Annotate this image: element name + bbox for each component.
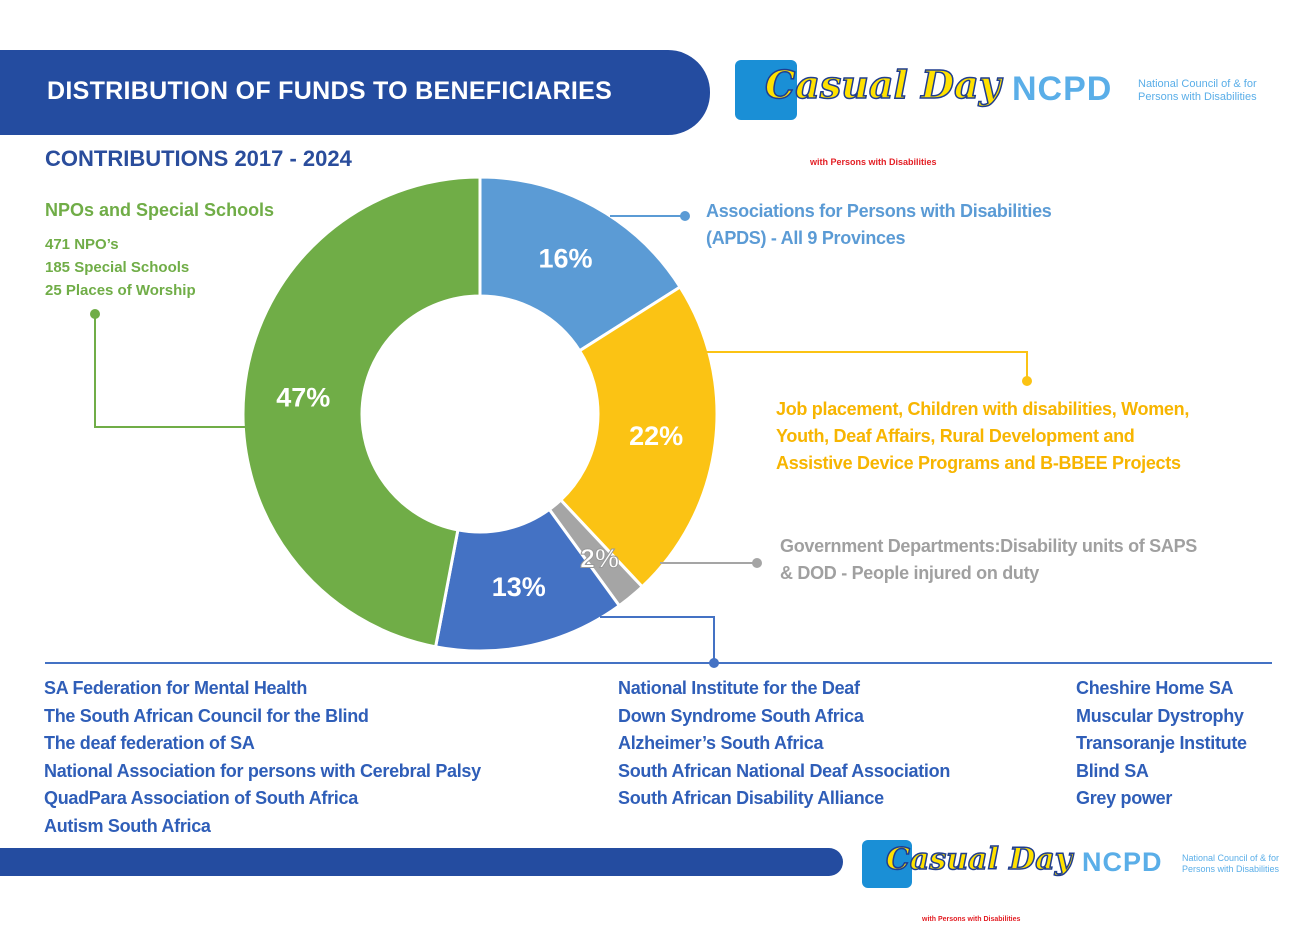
chart-subtitle: CONTRIBUTIONS 2017 - 2024 <box>45 146 352 171</box>
ncpd-line2: Persons with Disabilities <box>1182 863 1280 874</box>
gov-line: & DOD - People injured on duty <box>780 563 1040 583</box>
ncpd-line1: National Council of & for <box>1182 853 1280 863</box>
npo-details: 471 NPO’s 185 Special Schools 25 Places … <box>45 233 196 302</box>
page-title: DISTRIBUTION OF FUNDS TO BENEFICIARIES <box>47 77 613 105</box>
donut-slice <box>241 175 482 649</box>
donut-slice <box>478 175 683 353</box>
npo-count: 471 NPO’s <box>45 236 119 253</box>
slice-data-label: 16% <box>538 243 592 273</box>
jobs-line: Job placement, Children with disabilitie… <box>776 399 1190 419</box>
org-item: The South African Council for the Blind <box>44 705 369 726</box>
org-item: Blind SA <box>1076 760 1149 781</box>
slice-data-label: 22% <box>629 421 683 451</box>
org-item: Transoranje Institute <box>1076 733 1247 753</box>
org-item: National Association for persons with Ce… <box>44 760 481 781</box>
casual-day-tagline: with Persons with Disabilities <box>810 157 937 167</box>
org-list-col3: Cheshire Home SA Muscular Dystrophy Tran… <box>1076 675 1247 813</box>
casual-day-logo: Casual Day with Persons with Disabilitie… <box>735 58 1002 167</box>
ncpd-wordmark: NCPD <box>1012 70 1113 108</box>
slice-data-label: 13% <box>492 572 546 602</box>
casual-day-wordmark: Casual Day <box>764 61 1001 108</box>
donut-slice <box>558 284 719 589</box>
ncpd-line2: Persons with Disabilities <box>1138 91 1257 104</box>
org-item: South African Disability Alliance <box>618 788 884 808</box>
apds-label: Associations for Persons with Disabiliti… <box>706 198 1052 252</box>
slice-data-label: 2% <box>580 543 619 573</box>
connector-national <box>600 616 715 663</box>
ncpd-fullname: National Council of & for Persons with D… <box>1182 853 1279 875</box>
tshirt-icon <box>735 60 797 120</box>
org-item: The deaf federation of SA <box>44 733 255 753</box>
jobs-line: Youth, Deaf Affairs, Rural Development a… <box>776 426 1135 446</box>
title-banner: DISTRIBUTION OF FUNDS TO BENEFICIARIES <box>0 50 710 135</box>
org-item: Muscular Dystrophy <box>1076 705 1244 726</box>
special-schools-count: 185 Special Schools <box>45 259 190 276</box>
org-item: Cheshire Home SA <box>1076 678 1234 698</box>
connector-dot-npo <box>90 309 100 319</box>
org-item: Down Syndrome South Africa <box>618 705 864 726</box>
casual-day-logo-footer: Casual Day with Persons with Disabilitie… <box>862 838 1073 923</box>
jobs-label: Job placement, Children with disabilitie… <box>776 396 1189 477</box>
org-list-col2: National Institute for the Deaf Down Syn… <box>618 675 950 813</box>
org-item: SA Federation for Mental Health <box>44 678 308 698</box>
jobs-line: Assistive Device Programs and B-BBEE Pro… <box>776 453 1181 473</box>
gov-label: Government Departments:Disability units … <box>780 533 1197 587</box>
donut-slice <box>433 507 622 653</box>
footer-bar <box>0 848 843 876</box>
npo-title: NPOs and Special Schools <box>45 200 275 220</box>
ncpd-wordmark: NCPD <box>1082 847 1163 877</box>
org-item: South African National Deaf Association <box>618 760 951 781</box>
connector-dot-gov <box>752 558 762 568</box>
connector-dot-jobs <box>1022 376 1032 386</box>
org-item: Alzheimer’s South Africa <box>618 733 824 753</box>
connector-jobs <box>706 351 1028 381</box>
ncpd-fullname: National Council of & for Persons with D… <box>1138 78 1257 104</box>
apds-line: (APDS) - All 9 Provinces <box>706 228 906 248</box>
connector-dot-national <box>709 658 719 668</box>
org-item: National Institute for the Deaf <box>618 678 860 698</box>
org-item: Grey power <box>1076 788 1173 808</box>
org-item: Autism South Africa <box>44 815 211 836</box>
connector-dot-apds <box>680 211 690 221</box>
places-of-worship-count: 25 Places of Worship <box>45 282 196 299</box>
casual-day-wordmark: Casual Day <box>885 841 1073 878</box>
connector-npo <box>94 314 246 428</box>
apds-line: Associations for Persons with Disabiliti… <box>706 201 1052 221</box>
casual-day-tagline: with Persons with Disabilities <box>922 916 1021 923</box>
org-list-col1: SA Federation for Mental Health The Sout… <box>44 675 481 840</box>
org-item: QuadPara Association of South Africa <box>44 788 358 808</box>
tshirt-icon <box>862 840 912 888</box>
ncpd-line1: National Council of & for <box>1138 78 1257 90</box>
slice-data-label: 47% <box>276 382 330 412</box>
gov-line: Government Departments:Disability units … <box>780 536 1197 556</box>
